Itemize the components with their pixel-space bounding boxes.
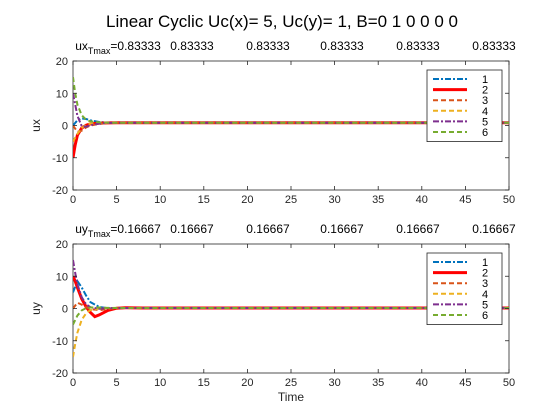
legend-label-1: 1 xyxy=(482,257,488,269)
legend-label-1: 1 xyxy=(482,74,488,86)
y-tick-label: 20 xyxy=(56,239,68,251)
y-tick-label: -10 xyxy=(52,336,68,348)
y-tick-label: -20 xyxy=(52,368,68,380)
x-tick-label: 25 xyxy=(285,377,297,389)
x-tick-label: 25 xyxy=(285,194,297,206)
y-axis-label: uy xyxy=(29,302,43,315)
steady-state-annotation: uyTmax=0.16667 xyxy=(75,222,161,239)
legend-label-3: 3 xyxy=(482,95,488,107)
steady-state-value: 0.16667 xyxy=(170,222,214,236)
legend-label-3: 3 xyxy=(482,278,488,290)
x-tick-label: 35 xyxy=(372,194,384,206)
legend-label-4: 4 xyxy=(482,106,488,118)
y-tick-label: -10 xyxy=(52,153,68,165)
legend-label-2: 2 xyxy=(482,268,488,280)
steady-state-annotation: uxTmax=0.83333 xyxy=(75,39,161,56)
x-tick-label: 0 xyxy=(70,377,76,389)
steady-state-value: 0.83333 xyxy=(320,39,364,53)
x-tick-label: 0 xyxy=(70,194,76,206)
x-axis-label: Time xyxy=(278,390,305,404)
uy-panel: uyTmax=0.16667 0.16667 0.16667 0.16667 0.166… xyxy=(29,222,516,404)
legend-label-2: 2 xyxy=(482,85,488,97)
legend-label-6: 6 xyxy=(482,310,488,322)
steady-state-value: 0.16667 xyxy=(472,222,516,236)
y-tick-label: 20 xyxy=(56,56,68,68)
steady-state-value: 0.16667 xyxy=(246,222,290,236)
x-tick-label: 10 xyxy=(154,377,166,389)
legend-label-4: 4 xyxy=(482,289,488,301)
x-tick-label: 15 xyxy=(198,194,210,206)
x-tick-label: 20 xyxy=(241,377,253,389)
y-tick-label: 10 xyxy=(56,271,68,283)
x-tick-label: 40 xyxy=(416,377,428,389)
ux-panel: uxTmax=0.83333 0.83333 0.83333 0.83333 0.833… xyxy=(29,39,516,206)
x-tick-label: 50 xyxy=(503,194,515,206)
y-axis-label: ux xyxy=(29,119,43,132)
y-tick-label: -20 xyxy=(52,185,68,197)
x-tick-label: 30 xyxy=(328,194,340,206)
x-tick-label: 50 xyxy=(503,377,515,389)
x-tick-label: 20 xyxy=(241,194,253,206)
x-tick-label: 5 xyxy=(114,194,120,206)
series-line-6 xyxy=(73,306,509,326)
steady-state-value: 0.83333 xyxy=(246,39,290,53)
figure-title: Linear Cyclic Uc(x)= 5, Uc(y)= 1, B=0 1 … xyxy=(106,12,458,31)
legend-box xyxy=(426,69,503,142)
legend-label-6: 6 xyxy=(482,127,488,139)
x-tick-label: 10 xyxy=(154,194,166,206)
x-tick-label: 35 xyxy=(372,377,384,389)
x-tick-label: 5 xyxy=(114,377,120,389)
y-tick-label: 10 xyxy=(56,88,68,100)
y-tick-label: 0 xyxy=(62,121,68,133)
steady-state-value: 0.16667 xyxy=(320,222,364,236)
x-tick-label: 15 xyxy=(198,377,210,389)
x-tick-label: 40 xyxy=(416,194,428,206)
x-tick-label: 30 xyxy=(328,377,340,389)
steady-state-value: 0.83333 xyxy=(170,39,214,53)
legend-label-5: 5 xyxy=(482,299,488,311)
steady-state-value: 0.83333 xyxy=(472,39,516,53)
x-tick-label: 45 xyxy=(459,377,471,389)
series-line-6 xyxy=(73,76,509,124)
legend-label-5: 5 xyxy=(482,116,488,128)
y-tick-label: 0 xyxy=(62,304,68,316)
steady-state-value: 0.83333 xyxy=(396,39,440,53)
legend-box xyxy=(426,252,503,325)
x-tick-label: 45 xyxy=(459,194,471,206)
steady-state-value: 0.16667 xyxy=(396,222,440,236)
series-line-4 xyxy=(73,306,509,358)
